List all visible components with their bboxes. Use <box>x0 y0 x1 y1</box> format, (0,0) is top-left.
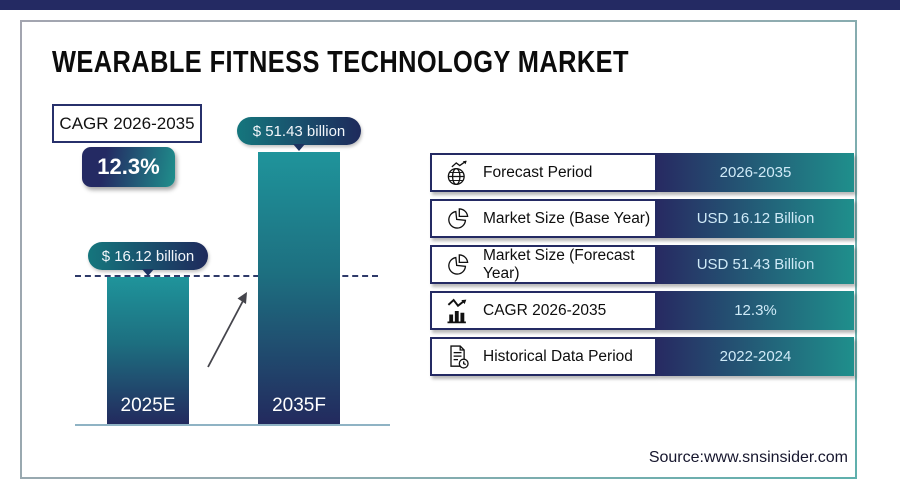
table-row: CAGR 2026-2035 12.3% <box>430 291 854 330</box>
info-table: Forecast Period 2026-2035 Market Size (Bas… <box>430 153 854 383</box>
table-row-label-cell: CAGR 2026-2035 <box>430 291 657 330</box>
value-bubble-2025: $ 16.12 billion <box>88 242 208 276</box>
table-row-value: USD 51.43 Billion <box>657 245 854 284</box>
document-clock-icon <box>444 343 472 371</box>
table-row: Market Size (Forecast Year) USD 51.43 Bil… <box>430 245 854 284</box>
table-row-label-cell: Forecast Period <box>430 153 657 192</box>
table-row-label: Forecast Period <box>483 163 593 181</box>
table-row: Historical Data Period 2022-2024 <box>430 337 854 376</box>
x-axis-baseline <box>75 424 390 426</box>
table-row-value: 2022-2024 <box>657 337 854 376</box>
table-row-label: Market Size (Forecast Year) <box>483 246 635 282</box>
bar-2025-label: 2025E <box>120 395 176 416</box>
table-row: Forecast Period 2026-2035 <box>430 153 854 192</box>
cagr-period-label: CAGR 2026-2035 <box>59 113 195 133</box>
table-row-label-cell: Market Size (Forecast Year) <box>430 245 657 284</box>
pie-chart-icon <box>444 251 472 279</box>
table-row-label: CAGR 2026-2035 <box>483 301 607 319</box>
cagr-value: 12.3% <box>97 154 160 179</box>
table-row-value: 12.3% <box>657 291 854 330</box>
table-row-value: 2026-2035 <box>657 153 854 192</box>
globe-trend-icon <box>444 159 472 187</box>
reference-dashed-line <box>75 275 378 277</box>
bar-2035: 2035F <box>258 152 340 424</box>
cagr-period-box: CAGR 2026-2035 <box>52 104 202 143</box>
table-row-label: Historical Data Period <box>483 347 633 365</box>
table-row-value: USD 16.12 Billion <box>657 199 854 238</box>
cagr-value-badge: 12.3% <box>82 147 175 187</box>
pie-chart-icon <box>444 205 472 233</box>
growth-arrow-icon <box>207 292 247 368</box>
source-link[interactable]: Source:www.snsinsider.com <box>648 449 848 466</box>
value-2035: $ 51.43 billion <box>252 122 346 140</box>
bubble-pointer <box>142 269 154 276</box>
table-row: Market Size (Base Year) USD 16.12 Billion <box>430 199 854 238</box>
bubble-pointer <box>293 144 305 151</box>
value-2025: $ 16.12 billion <box>101 247 195 265</box>
bar-2025: 2025E <box>107 277 189 424</box>
table-row-label: Market Size (Base Year) <box>483 209 651 227</box>
table-row-label-cell: Historical Data Period <box>430 337 657 376</box>
top-accent-band <box>0 0 900 10</box>
bar-chart-trend-icon <box>444 297 472 325</box>
table-row-label-cell: Market Size (Base Year) <box>430 199 657 238</box>
value-bubble-2035: $ 51.43 billion <box>237 117 361 151</box>
bar-2035-label: 2035F <box>272 395 326 416</box>
page-title: WEARABLE FITNESS TECHNOLOGY MARKET <box>52 44 629 79</box>
